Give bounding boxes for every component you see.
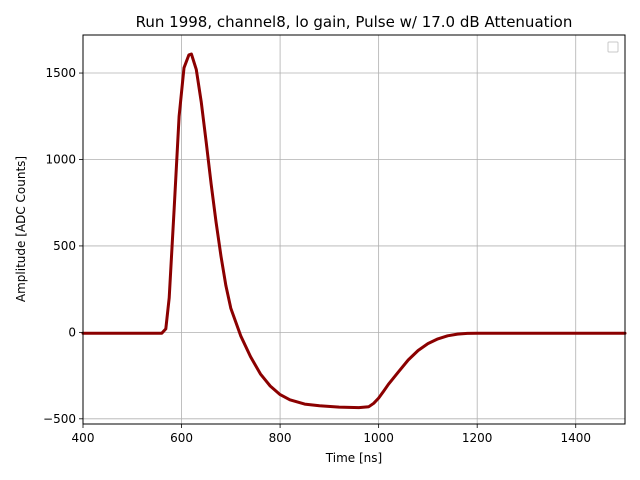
y-tick-label: 0 [68, 325, 76, 339]
x-tick-label: 1200 [462, 431, 493, 445]
y-tick-label: 1500 [45, 66, 76, 80]
y-tick-label: 1000 [45, 152, 76, 166]
y-axis-label: Amplitude [ADC Counts] [14, 156, 28, 302]
x-tick-label: 1400 [560, 431, 591, 445]
chart-title: Run 1998, channel8, lo gain, Pulse w/ 17… [136, 13, 573, 31]
x-tick-label: 800 [269, 431, 292, 445]
series-line [81, 52, 627, 410]
legend-box [607, 41, 619, 53]
series-layer [81, 52, 627, 410]
x-axis: 400 600 800 1000 1200 1400 [72, 424, 591, 445]
plot-frame [82, 34, 626, 425]
grid [82, 35, 625, 424]
y-tick-label: 500 [53, 239, 76, 253]
x-tick-label: 1000 [363, 431, 394, 445]
x-tick-label: 400 [72, 431, 95, 445]
y-axis: −500 0 500 1000 1500 [43, 66, 83, 426]
x-tick-label: 600 [170, 431, 193, 445]
y-tick-label: −500 [43, 412, 76, 426]
x-axis-label: Time [ns] [325, 451, 382, 465]
